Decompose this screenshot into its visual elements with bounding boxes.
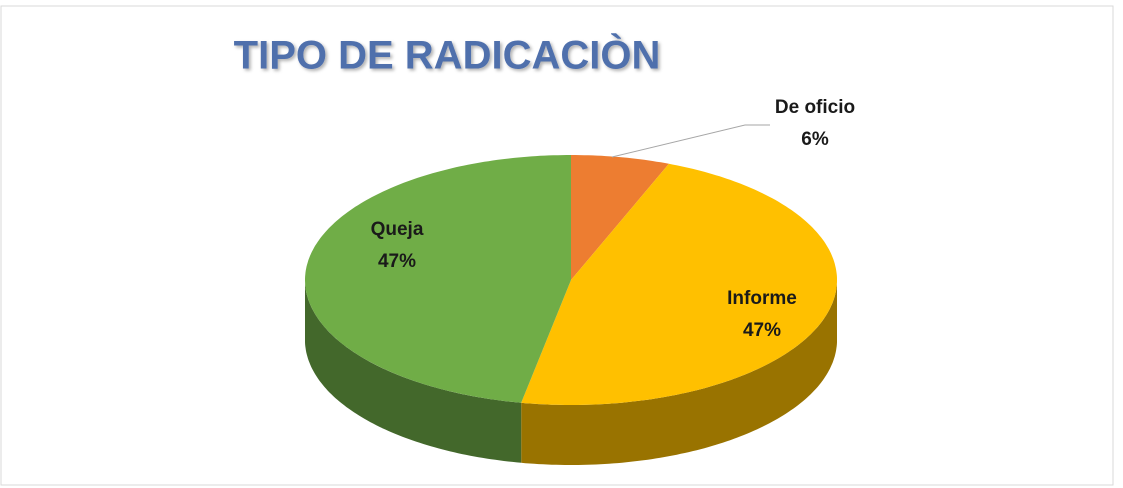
data-label-value: 47% xyxy=(378,251,416,272)
data-label-value: 47% xyxy=(743,320,781,341)
data-label-value: 6% xyxy=(801,129,829,150)
pie-slice xyxy=(521,163,837,405)
chart-title: TIPO DE RADICACIÒN xyxy=(234,32,661,78)
leader-line xyxy=(611,124,770,158)
data-label-name: De oficio xyxy=(775,97,855,118)
data-label-name: Informe xyxy=(727,288,797,309)
pie-slice-side xyxy=(305,280,522,463)
pie-slice-side xyxy=(521,280,837,465)
pie-slice xyxy=(305,155,571,403)
data-label-name: Queja xyxy=(371,219,424,240)
pie-slice xyxy=(571,155,669,280)
